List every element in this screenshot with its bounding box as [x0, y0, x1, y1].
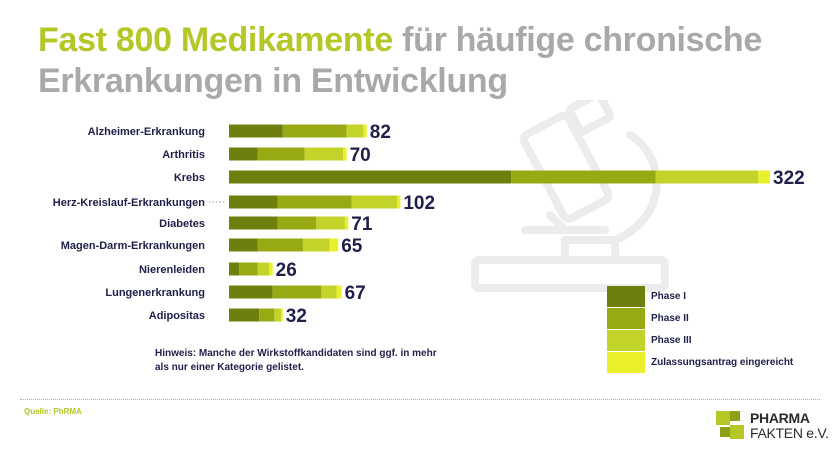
category-label: Magen-Darm-Erkrankungen — [61, 240, 206, 252]
total-label: 26 — [276, 260, 297, 281]
category-label: Adipositas — [149, 310, 205, 322]
bar-segment-3 — [302, 238, 330, 252]
total-label: 32 — [286, 306, 307, 327]
chart-title: Fast 800 Medikamente für häufige chronis… — [38, 20, 828, 102]
total-label: 70 — [350, 145, 371, 166]
bar-segment-4 — [329, 238, 339, 252]
title-accent: Fast 800 Medikamente — [38, 21, 393, 59]
bar-segment-3 — [655, 170, 759, 184]
category-label: Lungenerkrankung — [105, 287, 205, 299]
bar-segment-3 — [316, 216, 345, 230]
bar-segment-3 — [346, 124, 364, 138]
legend-label: Zulassungsantrag eingereicht — [651, 357, 794, 368]
bar-segment-2 — [511, 170, 656, 184]
bar-segment-1 — [229, 262, 240, 276]
legend-swatch — [607, 308, 645, 329]
bar-segment-4 — [758, 170, 770, 184]
divider — [20, 399, 820, 400]
bar-segment-1 — [229, 216, 278, 230]
bar-segment-3 — [351, 195, 398, 209]
legend-label: Phase II — [651, 313, 689, 324]
bar-segment-3 — [257, 262, 270, 276]
legend-swatch — [607, 352, 645, 373]
logo-line2: FAKTEN e.V. — [750, 425, 829, 441]
total-label: 65 — [341, 236, 363, 257]
bar-segment-3 — [304, 147, 344, 161]
bar-segment-2 — [272, 285, 322, 299]
bar-segment-1 — [229, 147, 258, 161]
bar-segment-4 — [363, 124, 367, 138]
total-label: 71 — [351, 214, 373, 235]
footnote: Hinweis: Manche der Wirkstoffkandidaten … — [155, 348, 437, 373]
category-label: Nierenleiden — [139, 264, 205, 276]
legend-swatch — [607, 286, 645, 307]
legend-swatch — [607, 330, 645, 351]
bar-segment-4 — [397, 195, 401, 209]
category-label: Arthritis — [162, 149, 205, 161]
bar-segment-2 — [259, 308, 275, 322]
bar-segment-2 — [257, 147, 305, 161]
bar-segment-1 — [229, 124, 283, 138]
bar-segment-2 — [282, 124, 347, 138]
bar-segment-4 — [336, 285, 342, 299]
total-label: 82 — [370, 122, 391, 143]
total-label: 102 — [403, 193, 435, 214]
bar-segment-2 — [277, 216, 317, 230]
category-label: Krebs — [174, 172, 205, 184]
bar-segment-2 — [277, 195, 352, 209]
legend-label: Phase III — [651, 335, 692, 346]
total-label: 67 — [345, 283, 366, 304]
bar-segment-4 — [281, 308, 283, 322]
title-rest: für häufige chronische Erkrankungen in E… — [38, 21, 762, 100]
legend-label: Phase I — [651, 291, 687, 302]
bar-segment-4 — [343, 147, 347, 161]
bar-segment-1 — [229, 238, 258, 252]
bar-segment-2 — [257, 238, 303, 252]
bar-segment-4 — [344, 216, 349, 230]
pharma-fakten-logo: PHARMA FAKTEN e.V. — [716, 409, 829, 443]
source-label: Quelle: PhRMA — [24, 407, 82, 416]
bar-segment-3 — [274, 308, 282, 322]
category-label: Diabetes — [159, 218, 205, 230]
bar-segment-1 — [229, 308, 260, 322]
bars-group: Alzheimer-Erkrankung 82 Arthritis 70 Krebs 32… — [53, 122, 805, 327]
bar-segment-1 — [229, 285, 273, 299]
bar-segment-1 — [229, 170, 512, 184]
bar-segment-3 — [321, 285, 337, 299]
bar-segment-2 — [239, 262, 258, 276]
total-label: 322 — [773, 168, 805, 189]
category-label: Herz-Kreislauf-Erkrankungen — [53, 197, 205, 209]
category-label: Alzheimer-Erkrankung — [88, 126, 205, 138]
logo-line1: PHARMA — [750, 410, 810, 426]
bar-segment-1 — [229, 195, 278, 209]
logo-mark-icon — [716, 411, 744, 439]
bar-segment-4 — [269, 262, 273, 276]
